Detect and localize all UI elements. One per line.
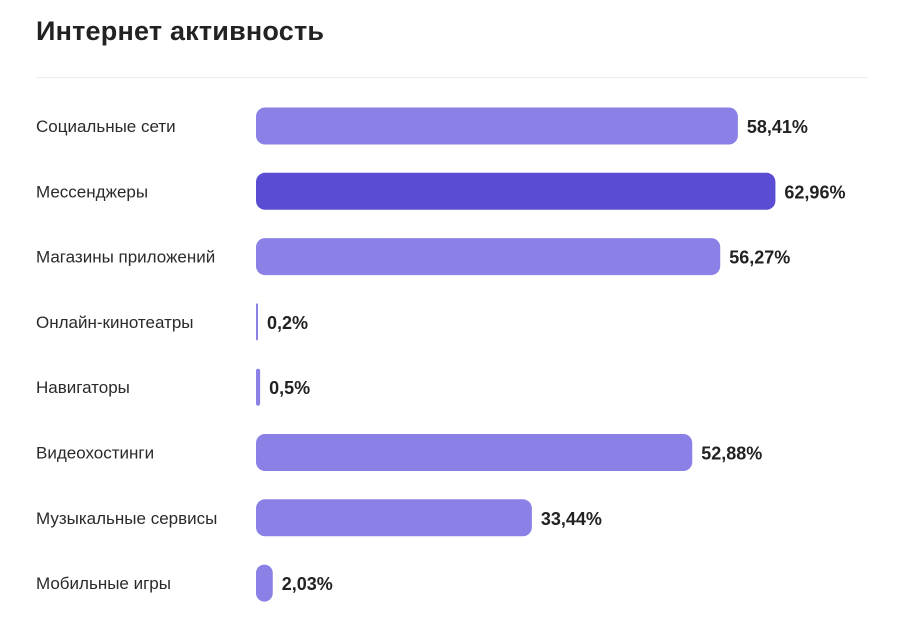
category-label: Видеохостинги	[36, 444, 154, 463]
category-label: Музыкальные сервисы	[36, 509, 217, 528]
category-label: Мессенджеры	[36, 182, 148, 201]
bar	[256, 172, 776, 210]
bar	[256, 368, 261, 406]
title-divider	[36, 77, 868, 78]
value-label: 2,03%	[282, 574, 333, 594]
value-label: 0,5%	[269, 378, 310, 398]
value-label: 58,41%	[747, 117, 808, 137]
value-label: 52,88%	[701, 444, 762, 464]
bar	[256, 434, 693, 471]
value-label: 62,96%	[784, 182, 845, 202]
chart-title: Интернет активность	[36, 16, 325, 46]
category-label: Мобильные игры	[36, 574, 171, 593]
value-label: 0,2%	[267, 313, 308, 333]
bar	[256, 107, 738, 145]
category-label: Онлайн-кинотеатры	[36, 313, 194, 332]
category-label: Социальные сети	[36, 117, 176, 136]
bar	[256, 238, 721, 276]
bar	[256, 303, 258, 341]
bar	[256, 564, 273, 602]
category-label: Магазины приложений	[36, 248, 215, 267]
category-label: Навигаторы	[36, 378, 130, 397]
bar	[256, 499, 532, 537]
value-label: 33,44%	[541, 509, 602, 529]
value-label: 56,27%	[729, 248, 790, 268]
